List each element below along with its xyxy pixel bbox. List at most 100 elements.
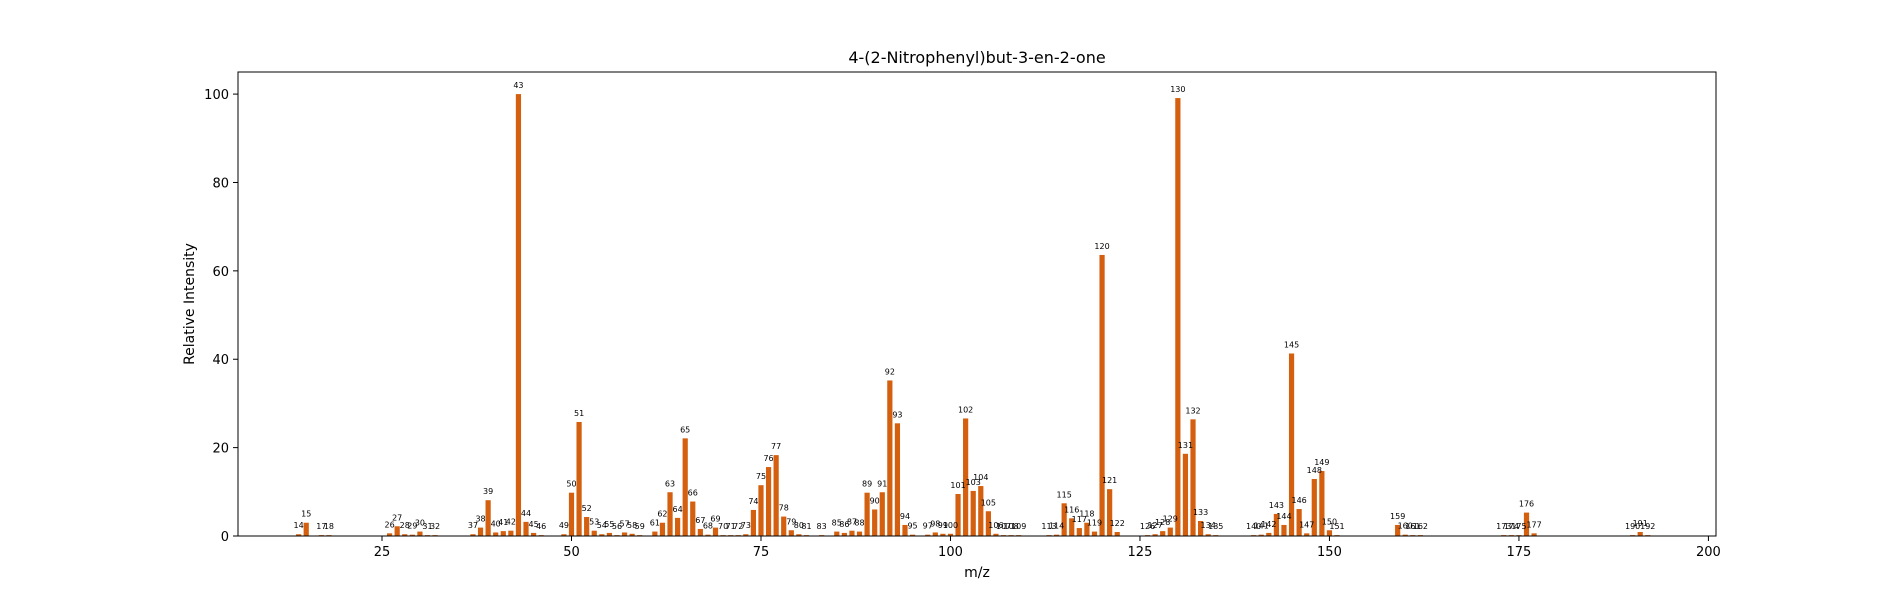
peak-label-mz-28: 28 xyxy=(400,521,410,530)
bar-mz-133 xyxy=(1197,520,1204,536)
peak-label-mz-15: 15 xyxy=(301,510,311,519)
bar-mz-145 xyxy=(1288,353,1295,536)
peak-label-mz-98: 98 xyxy=(930,519,940,528)
peak-label-mz-49: 49 xyxy=(559,521,569,530)
peak-label-mz-95: 95 xyxy=(907,522,917,531)
peak-label-mz-69: 69 xyxy=(710,515,720,524)
peak-label-mz-85: 85 xyxy=(832,519,842,528)
bar-mz-177 xyxy=(1531,533,1537,536)
peak-label-mz-116: 116 xyxy=(1064,505,1079,514)
x-axis-label: m/z xyxy=(964,565,990,581)
bar-mz-119 xyxy=(1091,531,1098,536)
bar-mz-44 xyxy=(523,521,529,536)
peak-label-mz-105: 105 xyxy=(981,498,996,507)
peak-label-mz-109: 109 xyxy=(1011,522,1026,531)
peak-label-mz-50: 50 xyxy=(566,480,576,489)
peak-label-mz-117: 117 xyxy=(1072,515,1087,524)
peak-label-mz-130: 130 xyxy=(1170,85,1185,94)
x-tick-label-50: 50 xyxy=(563,545,580,560)
peak-label-mz-65: 65 xyxy=(680,425,690,434)
peak-label-mz-127: 127 xyxy=(1147,521,1162,530)
peak-label-mz-173: 173 xyxy=(1496,522,1511,531)
peak-label-mz-14: 14 xyxy=(294,521,304,530)
bar-mz-150 xyxy=(1326,530,1333,536)
bar-mz-142 xyxy=(1266,532,1272,536)
peak-label-mz-72: 72 xyxy=(733,522,743,531)
peak-label-mz-147: 147 xyxy=(1299,520,1314,529)
peak-label-mz-131: 131 xyxy=(1178,441,1193,450)
bar-mz-104 xyxy=(978,486,984,536)
bars-layer xyxy=(296,94,1651,536)
peak-label-mz-175: 175 xyxy=(1511,522,1526,531)
chart-title: 4-(2-Nitrophenyl)but-3-en-2-one xyxy=(848,48,1105,67)
peak-label-mz-119: 119 xyxy=(1087,519,1102,528)
bar-mz-88 xyxy=(856,531,863,536)
peak-label-mz-89: 89 xyxy=(862,480,872,489)
bar-mz-67 xyxy=(697,528,703,536)
bar-mz-129 xyxy=(1167,527,1173,536)
peak-label-mz-39: 39 xyxy=(483,487,493,496)
bar-mz-149 xyxy=(1319,471,1325,536)
bar-mz-40 xyxy=(493,532,499,536)
bar-mz-28 xyxy=(402,534,408,536)
peak-label-mz-54: 54 xyxy=(597,521,607,530)
peak-label-mz-121: 121 xyxy=(1102,476,1117,485)
peak-label-mz-41: 41 xyxy=(498,518,508,527)
peak-label-mz-45: 45 xyxy=(529,520,539,529)
x-axis: 25 50 75 100 125 150 175 200 xyxy=(374,536,1721,560)
peak-label-mz-30: 30 xyxy=(415,519,425,528)
peak-label-mz-104: 104 xyxy=(973,473,988,482)
bar-mz-57 xyxy=(621,532,628,536)
peak-label-mz-190: 190 xyxy=(1625,522,1640,531)
bar-mz-61 xyxy=(652,531,658,536)
peak-label-mz-161: 161 xyxy=(1405,522,1420,531)
peak-label-mz-92: 92 xyxy=(885,367,895,376)
bar-mz-127 xyxy=(1152,534,1158,536)
bar-mz-50 xyxy=(568,492,575,536)
bar-mz-55 xyxy=(606,532,612,536)
bar-mz-118 xyxy=(1084,522,1090,536)
bar-mz-69 xyxy=(712,527,719,536)
x-tick-label-200: 200 xyxy=(1696,545,1721,560)
peak-label-mz-191: 191 xyxy=(1633,519,1648,528)
bar-mz-42 xyxy=(508,530,514,536)
peak-label-mz-101: 101 xyxy=(950,481,965,490)
bar-mz-191 xyxy=(1637,532,1643,536)
peak-label-mz-91: 91 xyxy=(877,479,887,488)
y-tick-label-40: 40 xyxy=(212,353,229,368)
bar-mz-49 xyxy=(561,534,567,536)
x-tick-label-100: 100 xyxy=(938,545,963,560)
peak-label-mz-94: 94 xyxy=(900,512,910,521)
peak-label-mz-68: 68 xyxy=(703,522,713,531)
bar-mz-41 xyxy=(500,531,506,536)
plot-frame xyxy=(237,71,1717,537)
bar-mz-75 xyxy=(758,485,764,536)
peak-label-mz-61: 61 xyxy=(650,519,660,528)
bar-mz-58 xyxy=(629,533,635,536)
peak-label-mz-93: 93 xyxy=(892,410,902,419)
peak-label-mz-145: 145 xyxy=(1284,340,1299,349)
bar-mz-14 xyxy=(296,534,302,536)
peak-label-mz-77: 77 xyxy=(771,442,781,451)
bar-mz-130 xyxy=(1175,98,1181,536)
bar-mz-99 xyxy=(940,533,946,536)
bar-mz-141 xyxy=(1258,534,1264,536)
bar-mz-80 xyxy=(796,534,802,536)
peak-label-mz-135: 135 xyxy=(1208,522,1223,531)
peak-label-mz-134: 134 xyxy=(1201,521,1216,530)
bar-mz-51 xyxy=(576,421,582,536)
bar-mz-94 xyxy=(902,524,908,536)
bar-mz-160 xyxy=(1402,534,1408,536)
bar-mz-98 xyxy=(932,532,938,536)
peak-label-mz-80: 80 xyxy=(794,521,804,530)
peak-label-mz-70: 70 xyxy=(718,522,728,531)
peak-label-mz-128: 128 xyxy=(1155,518,1170,527)
x-tick-label-25: 25 xyxy=(374,545,391,560)
y-tick-label-20: 20 xyxy=(212,442,229,457)
peak-label-mz-40: 40 xyxy=(491,519,501,528)
bar-mz-176 xyxy=(1523,512,1530,536)
bar-mz-144 xyxy=(1281,524,1287,536)
peak-label-mz-38: 38 xyxy=(475,515,485,524)
peak-label-mz-132: 132 xyxy=(1185,406,1200,415)
